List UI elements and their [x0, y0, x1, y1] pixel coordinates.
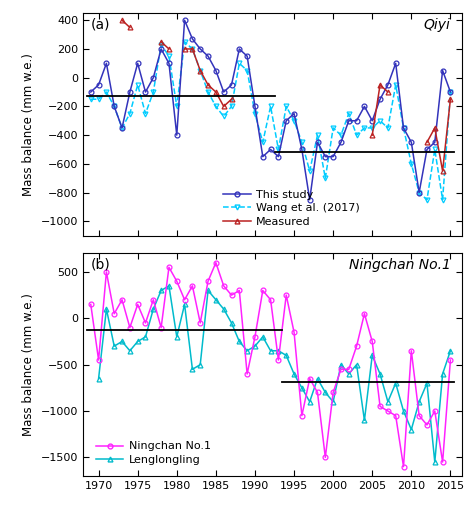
- Legend: This study, Wang et al. (2017), Measured: This study, Wang et al. (2017), Measured: [219, 187, 364, 230]
- Y-axis label: Mass balance (mm w.e.): Mass balance (mm w.e.): [22, 293, 35, 436]
- Text: Ningchan No.1: Ningchan No.1: [349, 258, 451, 272]
- Text: (b): (b): [91, 258, 110, 272]
- Y-axis label: Mass balance (mm w.e.): Mass balance (mm w.e.): [22, 53, 35, 196]
- Legend: Ningchan No.1, Lenglongling: Ningchan No.1, Lenglongling: [92, 438, 214, 468]
- Text: (a): (a): [91, 18, 110, 31]
- Text: Qiyi: Qiyi: [424, 18, 451, 31]
